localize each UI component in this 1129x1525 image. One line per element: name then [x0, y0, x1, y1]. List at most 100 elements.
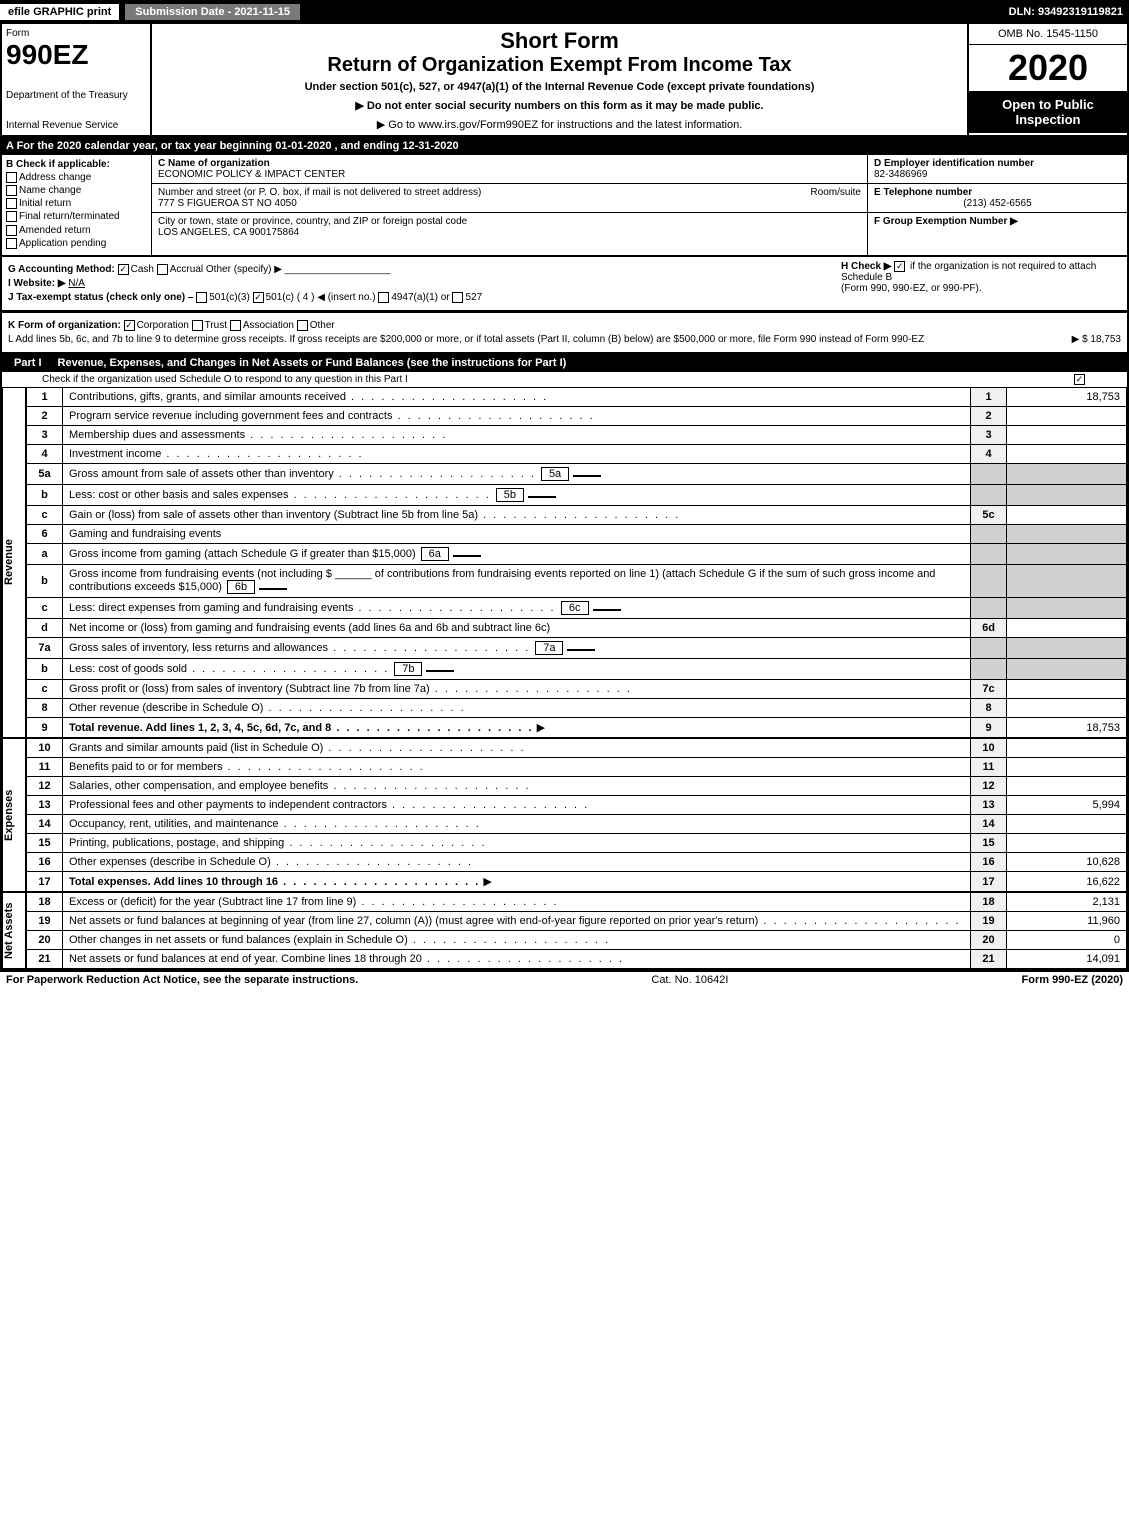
street-value: 777 S FIGUEROA ST NO 4050 — [158, 198, 297, 209]
net-assets-section: Net Assets 18Excess or (deficit) for the… — [0, 892, 1129, 971]
line-7a: 7aGross sales of inventory, less returns… — [27, 638, 1127, 659]
line-1: 1Contributions, gifts, grants, and simil… — [27, 388, 1127, 407]
line-7c: cGross profit or (loss) from sales of in… — [27, 680, 1127, 699]
line-13: 13Professional fees and other payments t… — [27, 796, 1127, 815]
city-row: City or town, state or province, country… — [152, 213, 867, 241]
revenue-table: 1Contributions, gifts, grants, and simil… — [26, 387, 1127, 738]
g-cash-label: Cash — [131, 264, 154, 275]
phone-label: E Telephone number — [874, 187, 1121, 198]
app-pending-check[interactable]: Application pending — [6, 238, 147, 249]
footer: For Paperwork Reduction Act Notice, see … — [0, 971, 1129, 988]
j-501c3-check[interactable] — [196, 292, 207, 303]
part-i-check-text: Check if the organization used Schedule … — [42, 374, 408, 385]
info-link[interactable]: ▶ Go to www.irs.gov/Form990EZ for instru… — [160, 118, 959, 131]
g-cash-check[interactable] — [118, 264, 129, 275]
line-5c: cGain or (loss) from sale of assets othe… — [27, 506, 1127, 525]
line-5b: bLess: cost or other basis and sales exp… — [27, 485, 1127, 506]
k-corp: Corporation — [137, 320, 189, 331]
j-501c-check[interactable] — [253, 292, 264, 303]
right-info-col: D Employer identification number 82-3486… — [867, 155, 1127, 255]
k-assoc: Association — [243, 320, 294, 331]
line-8: 8Other revenue (describe in Schedule O)8 — [27, 699, 1127, 718]
street-label: Number and street (or P. O. box, if mail… — [158, 187, 481, 198]
line-3: 3Membership dues and assessments3 — [27, 426, 1127, 445]
ein-value: 82-3486969 — [874, 169, 1121, 180]
h-label: H Check ▶ — [841, 261, 891, 272]
expenses-section: Expenses 10Grants and similar amounts pa… — [0, 738, 1129, 892]
address-change-check[interactable]: Address change — [6, 172, 147, 183]
h-text-2: (Form 990, 990-EZ, or 990-PF). — [841, 283, 982, 294]
phone-value: (213) 452-6565 — [874, 198, 1121, 209]
j-501c: 501(c) ( 4 ) ◀ (insert no.) — [266, 292, 376, 303]
l-text: L Add lines 5b, 6c, and 7b to line 9 to … — [8, 334, 924, 345]
initial-return-check[interactable]: Initial return — [6, 198, 147, 209]
k-assoc-check[interactable] — [230, 320, 241, 331]
h-checkbox[interactable] — [894, 261, 905, 272]
line-9: 9Total revenue. Add lines 1, 2, 3, 4, 5c… — [27, 718, 1127, 738]
org-name-label: C Name of organization — [158, 158, 861, 169]
part-i-label: Part I — [6, 357, 50, 369]
form-id-box: Form 990EZ Department of the Treasury In… — [2, 24, 152, 135]
amended-return-check[interactable]: Amended return — [6, 225, 147, 236]
main-title: Return of Organization Exempt From Incom… — [160, 54, 959, 77]
k-other-check[interactable] — [297, 320, 308, 331]
org-name: ECONOMIC POLICY & IMPACT CENTER — [158, 169, 861, 180]
efile-print-button[interactable]: efile GRAPHIC print — [0, 4, 119, 20]
k-label: K Form of organization: — [8, 320, 121, 331]
open-public: Open to Public Inspection — [969, 91, 1127, 133]
ssn-warning: ▶ Do not enter social security numbers o… — [160, 99, 959, 112]
g-label: G Accounting Method: — [8, 264, 115, 275]
part-i-check: Check if the organization used Schedule … — [0, 372, 1129, 387]
group-exemption-cell: F Group Exemption Number ▶ — [868, 213, 1127, 230]
line-6c: cLess: direct expenses from gaming and f… — [27, 598, 1127, 619]
line-6d: dNet income or (loss) from gaming and fu… — [27, 619, 1127, 638]
section-b-label: B Check if applicable: — [6, 159, 147, 170]
group-label: F Group Exemption Number ▶ — [874, 216, 1018, 227]
j-4947-check[interactable] — [378, 292, 389, 303]
form-header: Form 990EZ Department of the Treasury In… — [0, 24, 1129, 137]
h-check-block: H Check ▶ if the organization is not req… — [841, 261, 1121, 294]
line-15: 15Printing, publications, postage, and s… — [27, 834, 1127, 853]
footer-center: Cat. No. 10642I — [651, 974, 728, 986]
g-other-label: Other (specify) ▶ — [206, 264, 282, 275]
city-label: City or town, state or province, country… — [158, 216, 861, 227]
entity-block: B Check if applicable: Address change Na… — [0, 155, 1129, 257]
final-return-check[interactable]: Final return/terminated — [6, 211, 147, 222]
street-row: Number and street (or P. O. box, if mail… — [152, 184, 867, 213]
k-corp-check[interactable] — [124, 320, 135, 331]
k-trust: Trust — [205, 320, 227, 331]
k-form-org: K Form of organization: Corporation Trus… — [8, 320, 1121, 331]
dln-number: DLN: 93492319119821 — [1009, 6, 1129, 18]
title-box: Short Form Return of Organization Exempt… — [152, 24, 967, 135]
line-6: 6Gaming and fundraising events — [27, 525, 1127, 544]
part-i-checkbox[interactable] — [1074, 374, 1085, 385]
city-value: LOS ANGELES, CA 900175864 — [158, 227, 861, 238]
j-4947: 4947(a)(1) or — [391, 292, 449, 303]
top-bar: efile GRAPHIC print Submission Date - 20… — [0, 0, 1129, 24]
i-label: I Website: ▶ — [8, 278, 66, 289]
j-527-check[interactable] — [452, 292, 463, 303]
footer-right: Form 990-EZ (2020) — [1022, 974, 1123, 986]
k-trust-check[interactable] — [192, 320, 203, 331]
l-gross-receipts: L Add lines 5b, 6c, and 7b to line 9 to … — [8, 334, 1121, 345]
name-change-check[interactable]: Name change — [6, 185, 147, 196]
submission-date: Submission Date - 2021-11-15 — [123, 2, 302, 22]
check-if-applicable: B Check if applicable: Address change Na… — [2, 155, 152, 255]
i-value: N/A — [68, 278, 85, 289]
line-5a: 5aGross amount from sale of assets other… — [27, 464, 1127, 485]
line-7b: bLess: cost of goods sold 7b — [27, 659, 1127, 680]
org-name-row: C Name of organization ECONOMIC POLICY &… — [152, 155, 867, 184]
line-21: 21Net assets or fund balances at end of … — [27, 950, 1127, 969]
g-accrual-check[interactable] — [157, 264, 168, 275]
line-19: 19Net assets or fund balances at beginni… — [27, 912, 1127, 931]
line-16: 16Other expenses (describe in Schedule O… — [27, 853, 1127, 872]
part-i-header: Part I Revenue, Expenses, and Changes in… — [0, 354, 1129, 372]
line-12: 12Salaries, other compensation, and empl… — [27, 777, 1127, 796]
entity-center: C Name of organization ECONOMIC POLICY &… — [152, 155, 867, 255]
net-assets-side-label: Net Assets — [2, 892, 26, 969]
j-527: 527 — [465, 292, 482, 303]
form-label: Form — [6, 28, 146, 39]
short-form-title: Short Form — [160, 28, 959, 54]
j-label: J Tax-exempt status (check only one) – — [8, 292, 193, 303]
dept-treasury: Department of the Treasury — [6, 90, 146, 101]
